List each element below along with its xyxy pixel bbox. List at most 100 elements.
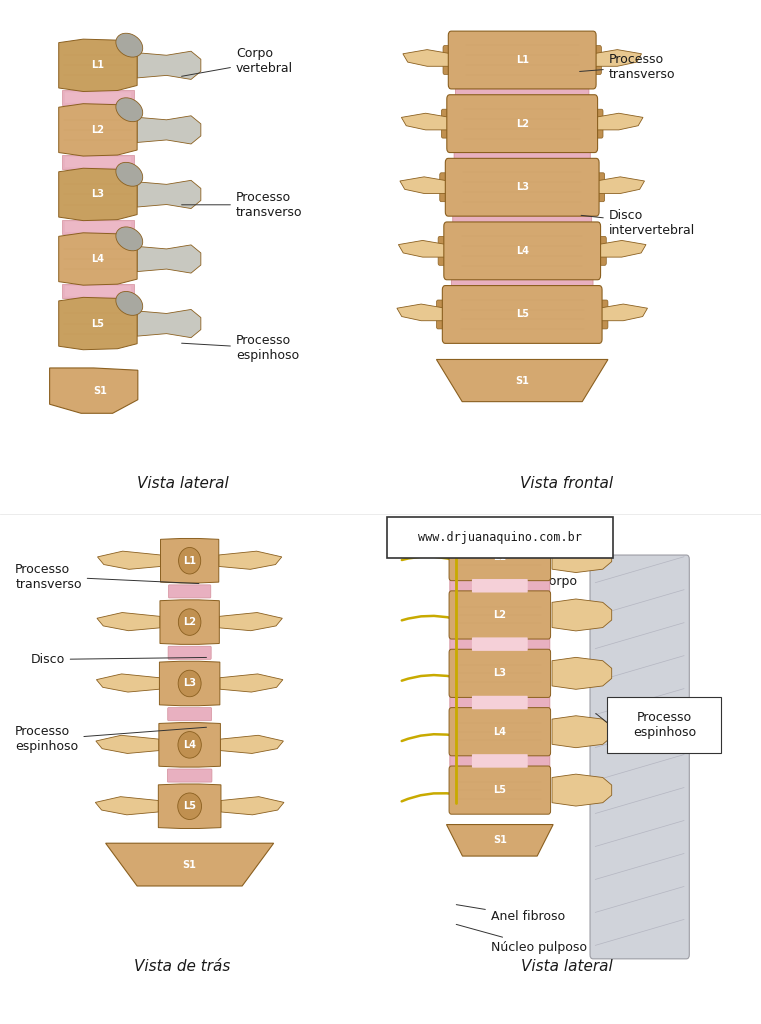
Text: Vista lateral: Vista lateral [521, 959, 613, 974]
Polygon shape [62, 155, 134, 169]
Text: L3: L3 [493, 669, 506, 678]
FancyBboxPatch shape [65, 92, 131, 102]
Text: L5: L5 [183, 801, 196, 811]
Polygon shape [397, 304, 445, 321]
Ellipse shape [116, 227, 143, 251]
Polygon shape [49, 368, 138, 414]
Polygon shape [401, 114, 450, 130]
Polygon shape [62, 219, 134, 233]
Polygon shape [137, 309, 201, 338]
Ellipse shape [178, 793, 202, 819]
Text: www.drjuanaquino.com.br: www.drjuanaquino.com.br [418, 531, 582, 544]
Polygon shape [597, 241, 646, 257]
Polygon shape [552, 774, 612, 806]
FancyBboxPatch shape [65, 221, 131, 232]
Text: Anel fibroso: Anel fibroso [457, 904, 565, 923]
FancyBboxPatch shape [607, 697, 721, 753]
Text: S1: S1 [93, 386, 107, 395]
FancyBboxPatch shape [472, 637, 527, 651]
FancyBboxPatch shape [441, 110, 462, 138]
Text: Corpo: Corpo [460, 575, 578, 588]
Ellipse shape [116, 33, 143, 57]
Text: Corpo
vertebral: Corpo vertebral [182, 47, 293, 77]
FancyBboxPatch shape [442, 286, 602, 343]
FancyBboxPatch shape [167, 708, 212, 721]
Polygon shape [137, 116, 201, 144]
FancyBboxPatch shape [454, 146, 591, 165]
Polygon shape [594, 114, 643, 130]
Polygon shape [62, 285, 134, 298]
Text: L3: L3 [516, 182, 529, 193]
Ellipse shape [179, 548, 201, 574]
Text: Vista lateral: Vista lateral [137, 476, 228, 490]
Text: Processo
transverso: Processo transverso [580, 52, 675, 81]
Text: L4: L4 [183, 740, 196, 750]
Polygon shape [552, 657, 612, 689]
FancyBboxPatch shape [448, 31, 596, 89]
Polygon shape [95, 797, 158, 815]
Polygon shape [552, 599, 612, 631]
Polygon shape [447, 824, 553, 856]
Text: L4: L4 [493, 727, 506, 736]
Ellipse shape [116, 163, 143, 186]
FancyBboxPatch shape [449, 649, 551, 697]
FancyBboxPatch shape [450, 634, 550, 654]
Text: L4: L4 [516, 246, 529, 256]
Text: L5: L5 [91, 318, 104, 329]
Polygon shape [159, 662, 220, 706]
Text: L5: L5 [493, 785, 506, 795]
Text: L1: L1 [183, 556, 196, 565]
Polygon shape [137, 51, 201, 80]
FancyBboxPatch shape [590, 555, 689, 958]
Text: Processo
espinhoso: Processo espinhoso [15, 725, 206, 754]
Text: L2: L2 [91, 125, 104, 135]
Polygon shape [59, 39, 137, 91]
Polygon shape [137, 245, 201, 273]
Text: Vista frontal: Vista frontal [521, 476, 613, 490]
Polygon shape [599, 304, 648, 321]
Text: L1: L1 [493, 552, 506, 561]
Text: L1: L1 [91, 60, 104, 71]
Ellipse shape [178, 609, 201, 635]
FancyBboxPatch shape [449, 708, 551, 756]
Polygon shape [97, 551, 161, 569]
FancyBboxPatch shape [438, 237, 459, 265]
FancyBboxPatch shape [450, 692, 550, 713]
FancyBboxPatch shape [472, 754, 527, 768]
FancyBboxPatch shape [450, 575, 550, 596]
Polygon shape [218, 551, 282, 569]
Text: L4: L4 [91, 254, 104, 264]
Polygon shape [158, 784, 221, 828]
FancyBboxPatch shape [444, 222, 600, 280]
FancyBboxPatch shape [387, 517, 613, 558]
Ellipse shape [116, 292, 143, 315]
FancyBboxPatch shape [443, 46, 463, 75]
Text: Disco
intervertebral: Disco intervertebral [581, 209, 695, 238]
Text: Processo
transverso: Processo transverso [15, 562, 199, 591]
FancyBboxPatch shape [168, 646, 211, 659]
Polygon shape [59, 168, 137, 220]
Text: L2: L2 [183, 617, 196, 627]
Polygon shape [437, 359, 608, 401]
FancyBboxPatch shape [451, 273, 593, 292]
Polygon shape [59, 232, 137, 285]
FancyBboxPatch shape [585, 237, 607, 265]
FancyBboxPatch shape [584, 173, 605, 202]
Text: Núcleo pulposo: Núcleo pulposo [457, 925, 587, 953]
FancyBboxPatch shape [65, 286, 131, 297]
Text: L3: L3 [183, 679, 196, 688]
Polygon shape [221, 735, 283, 754]
Ellipse shape [178, 671, 201, 696]
Ellipse shape [178, 731, 202, 758]
Text: S1: S1 [493, 836, 507, 845]
FancyBboxPatch shape [472, 579, 527, 593]
FancyBboxPatch shape [583, 110, 603, 138]
Polygon shape [400, 177, 448, 194]
FancyBboxPatch shape [167, 769, 212, 782]
Text: Disco: Disco [30, 653, 206, 666]
Polygon shape [221, 797, 284, 815]
Polygon shape [593, 49, 642, 67]
Text: L1: L1 [516, 55, 529, 66]
Polygon shape [160, 600, 219, 644]
FancyBboxPatch shape [449, 591, 551, 639]
